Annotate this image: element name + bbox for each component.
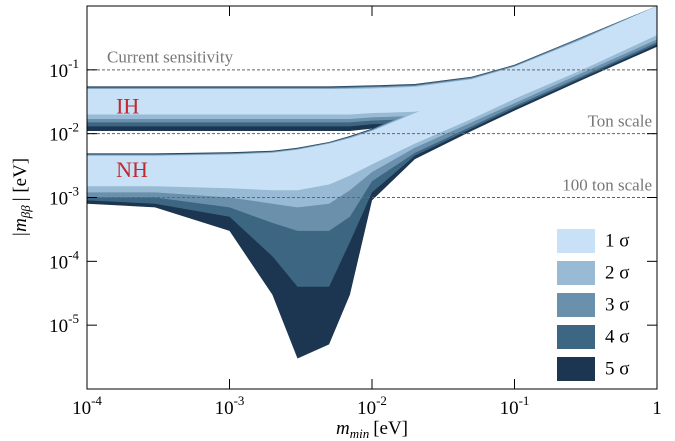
- tick-base: 1: [652, 398, 662, 419]
- tick-label: 10-3: [215, 393, 245, 419]
- legend-label: 5 σ: [605, 358, 630, 379]
- tick-base: 10: [49, 125, 68, 146]
- axis-subscript: ββ: [18, 205, 33, 219]
- annotation: IH: [116, 93, 139, 118]
- reference-label: 100 ton scale: [562, 175, 652, 194]
- tick-exponent: -2: [68, 120, 79, 135]
- tick-exponent: -4: [68, 247, 79, 262]
- axis-unit: | [eV]: [10, 158, 31, 201]
- legend-swatch: [557, 293, 595, 317]
- tick-label: 10-4: [49, 247, 79, 273]
- reference-label: Ton scale: [588, 112, 652, 131]
- tick-exponent: -1: [68, 56, 79, 71]
- tick-base: 10: [49, 317, 68, 338]
- tick-exponent: -2: [376, 393, 387, 408]
- sigma-region: [87, 6, 657, 191]
- tick-exponent: -3: [234, 393, 245, 408]
- reference-label: Current sensitivity: [107, 48, 234, 67]
- legend-swatch: [557, 325, 595, 349]
- tick-base: 10: [49, 253, 68, 274]
- axis-label: |mββ | [eV]: [10, 158, 33, 237]
- tick-label: 1: [652, 398, 662, 419]
- tick-exponent: -4: [91, 393, 102, 408]
- axis-label: mmin [eV]: [336, 418, 408, 441]
- tick-label: 10-1: [500, 393, 530, 419]
- legend-label: 2 σ: [605, 262, 630, 283]
- legend-swatch: [557, 357, 595, 381]
- axis-subscript: min: [350, 426, 370, 441]
- legend-label: 1 σ: [605, 230, 630, 251]
- sigma-region: [87, 6, 657, 115]
- legend-swatch: [557, 261, 595, 285]
- tick-base: 10: [500, 398, 519, 419]
- regions: [87, 6, 657, 359]
- tick-base: 10: [72, 398, 91, 419]
- tick-label: 10-5: [49, 311, 79, 337]
- tick-base: 10: [215, 398, 234, 419]
- tick-label: 10-4: [72, 393, 102, 419]
- annotation: NH: [116, 157, 148, 182]
- legend-label: 4 σ: [605, 326, 630, 347]
- tick-exponent: -5: [68, 311, 79, 326]
- tick-label: 10-2: [49, 120, 79, 146]
- tick-base: 10: [49, 189, 68, 210]
- plot-frame: [86, 5, 658, 390]
- legend: 1 σ 2 σ 3 σ 4 σ 5 σ: [557, 229, 630, 381]
- legend-label: 3 σ: [605, 294, 630, 315]
- legend-swatch: [557, 229, 595, 253]
- tick-label: 10-2: [357, 393, 387, 419]
- tick-label: 10-1: [49, 56, 79, 82]
- axis-symbol: |m: [10, 218, 31, 237]
- tick-label: 10-3: [49, 183, 79, 209]
- overlay: Current sensitivity Ton scale 100 ton scal…: [10, 6, 662, 441]
- axis-unit: [eV]: [373, 418, 408, 439]
- tick-base: 10: [357, 398, 376, 419]
- axis-symbol: m: [336, 418, 350, 439]
- tick-exponent: -1: [519, 393, 530, 408]
- tick-base: 10: [49, 61, 68, 82]
- tick-exponent: -3: [68, 183, 79, 198]
